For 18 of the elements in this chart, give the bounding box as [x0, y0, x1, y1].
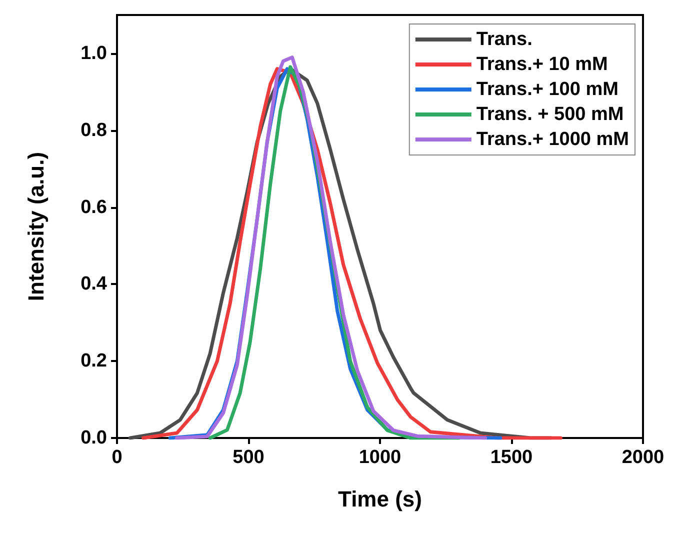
x-axis-title: Time (s) [338, 486, 422, 512]
x-tick-label: 2000 [622, 447, 664, 468]
legend-label: Trans. + 500 mM [476, 104, 624, 125]
legend-label: Trans.+ 10 mM [476, 54, 608, 75]
y-tick-label: 0.2 [80, 350, 107, 372]
legend-label: Trans. [476, 29, 532, 50]
y-tick-label: 0.8 [80, 120, 107, 141]
legend-label: Trans.+ 100 mM [476, 79, 618, 100]
x-tick-label: 500 [232, 447, 264, 468]
legend-label: Trans.+ 1000 mM [476, 129, 630, 150]
x-tick-label: 1000 [358, 447, 402, 468]
x-tick-label: 1500 [490, 447, 533, 468]
x-tick-label: 0 [112, 447, 122, 468]
y-tick-label: 1.0 [80, 42, 107, 64]
y-tick-label: 0.0 [80, 428, 107, 448]
y-tick-label: 0.4 [80, 274, 108, 295]
y-tick-label: 0.6 [80, 196, 107, 218]
y-axis-title: Intensity (a.u.) [24, 152, 48, 302]
